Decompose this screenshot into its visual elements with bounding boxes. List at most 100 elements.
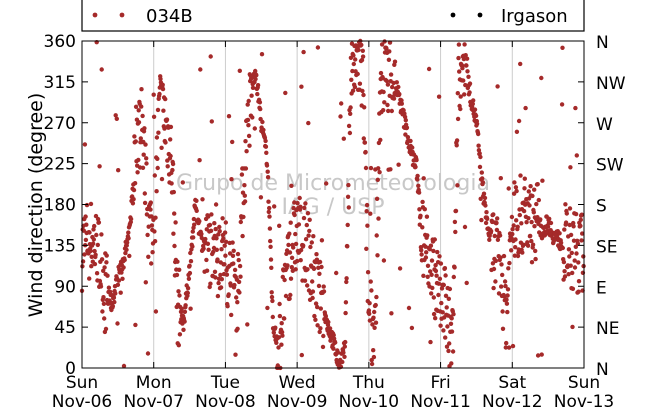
x-tick-date-7: Nov-13 bbox=[554, 392, 615, 409]
point-034b-252 bbox=[170, 167, 175, 173]
point-034b-1245 bbox=[526, 216, 531, 221]
point-034b-117 bbox=[121, 363, 127, 369]
point-034b-1344 bbox=[561, 259, 567, 265]
point-034b-1051 bbox=[456, 42, 462, 47]
point-034b-230 bbox=[162, 126, 167, 131]
point-034b-947 bbox=[419, 252, 424, 257]
point-034b-1231 bbox=[521, 242, 526, 247]
point-034b-1173 bbox=[500, 309, 505, 314]
point-034b-674 bbox=[321, 284, 326, 289]
point-034b-93 bbox=[113, 291, 118, 296]
point-034b-145 bbox=[131, 187, 137, 193]
point-034b-748 bbox=[348, 111, 353, 117]
point-034b-302 bbox=[188, 250, 193, 256]
point-034b-1244 bbox=[525, 243, 531, 248]
point-034b-344 bbox=[203, 236, 208, 242]
y-tick-label-45: 45 bbox=[54, 318, 76, 338]
point-034b-211 bbox=[155, 165, 160, 171]
point-034b-179 bbox=[144, 156, 149, 161]
point-034b-392 bbox=[220, 216, 225, 221]
point-034b-1153 bbox=[493, 279, 498, 284]
point-034b-36 bbox=[92, 261, 98, 267]
point-034b-863 bbox=[389, 311, 394, 316]
point-034b-1149 bbox=[491, 266, 497, 272]
point-034b-805 bbox=[368, 279, 373, 284]
point-034b-789 bbox=[362, 140, 368, 145]
point-034b-150 bbox=[133, 139, 138, 144]
point-034b-358 bbox=[208, 281, 213, 286]
point-034b-86 bbox=[110, 303, 116, 309]
point-034b-430 bbox=[234, 295, 239, 300]
point-034b-378 bbox=[215, 257, 220, 262]
point-034b-100 bbox=[115, 282, 121, 287]
point-034b-644 bbox=[310, 289, 316, 294]
point-034b-751 bbox=[349, 77, 354, 83]
point-034b-33 bbox=[91, 237, 97, 242]
point-034b-463 bbox=[245, 117, 251, 123]
point-034b-666 bbox=[318, 306, 323, 311]
point-034b-1274 bbox=[536, 197, 541, 203]
point-034b-300 bbox=[187, 263, 192, 268]
point-034b-824 bbox=[375, 253, 380, 258]
point-034b-1284 bbox=[540, 178, 545, 183]
point-034b-216 bbox=[157, 91, 162, 97]
point-034b-1282 bbox=[539, 352, 544, 357]
point-034b-1186 bbox=[505, 309, 510, 315]
point-034b-709 bbox=[334, 270, 339, 276]
point-034b-1001 bbox=[438, 261, 444, 266]
point-034b-643 bbox=[310, 295, 315, 301]
point-034b-180 bbox=[144, 161, 149, 166]
point-034b-940 bbox=[416, 190, 422, 195]
point-034b-744 bbox=[346, 205, 351, 210]
point-034b-149 bbox=[133, 322, 138, 328]
point-034b-59 bbox=[101, 268, 106, 273]
point-034b-740 bbox=[345, 244, 350, 249]
point-034b-960 bbox=[424, 250, 429, 255]
point-034b-144 bbox=[131, 197, 136, 202]
point-034b-129 bbox=[126, 230, 131, 235]
point-034b-1370 bbox=[571, 220, 576, 226]
point-034b-379 bbox=[215, 293, 221, 299]
point-034b-930 bbox=[413, 164, 418, 170]
point-034b-756 bbox=[350, 88, 356, 93]
point-034b-1369 bbox=[570, 286, 576, 291]
point-034b-802 bbox=[367, 301, 372, 306]
point-034b-645 bbox=[311, 234, 316, 239]
point-034b-401 bbox=[223, 220, 228, 225]
point-034b-897 bbox=[401, 108, 406, 113]
point-034b-745 bbox=[346, 123, 352, 129]
point-034b-1206 bbox=[512, 180, 517, 185]
point-034b-946 bbox=[419, 248, 424, 253]
point-034b-1190 bbox=[506, 186, 511, 191]
point-034b-1271 bbox=[535, 182, 540, 187]
point-034b-261 bbox=[173, 220, 178, 225]
point-034b-675 bbox=[321, 289, 327, 294]
point-034b-1072 bbox=[464, 63, 469, 68]
point-034b-195 bbox=[149, 223, 155, 228]
point-034b-360 bbox=[208, 228, 214, 233]
x-tick-date-4: Nov-10 bbox=[339, 392, 400, 409]
point-034b-258 bbox=[172, 243, 177, 249]
point-034b-1151 bbox=[492, 233, 497, 239]
point-034b-1160 bbox=[495, 237, 501, 242]
point-034b-1169 bbox=[499, 284, 504, 289]
point-034b-1394 bbox=[579, 212, 584, 217]
point-034b-1158 bbox=[495, 216, 500, 221]
point-034b-1032 bbox=[449, 329, 455, 334]
point-034b-269 bbox=[176, 289, 181, 294]
point-034b-557 bbox=[279, 321, 284, 326]
point-034b-475 bbox=[250, 115, 255, 120]
point-034b-1372 bbox=[571, 238, 577, 243]
point-034b-959 bbox=[423, 255, 429, 260]
point-034b-1366 bbox=[569, 250, 574, 256]
point-034b-1012 bbox=[442, 266, 448, 271]
point-034b-491 bbox=[255, 83, 261, 88]
point-034b-813 bbox=[371, 315, 376, 320]
point-034b-565 bbox=[282, 277, 287, 283]
x-tick-date-1: Nov-07 bbox=[123, 392, 184, 409]
point-034b-1116 bbox=[480, 176, 485, 181]
point-034b-552 bbox=[277, 313, 283, 319]
point-034b-964 bbox=[425, 274, 430, 279]
point-034b-1256 bbox=[530, 193, 535, 199]
